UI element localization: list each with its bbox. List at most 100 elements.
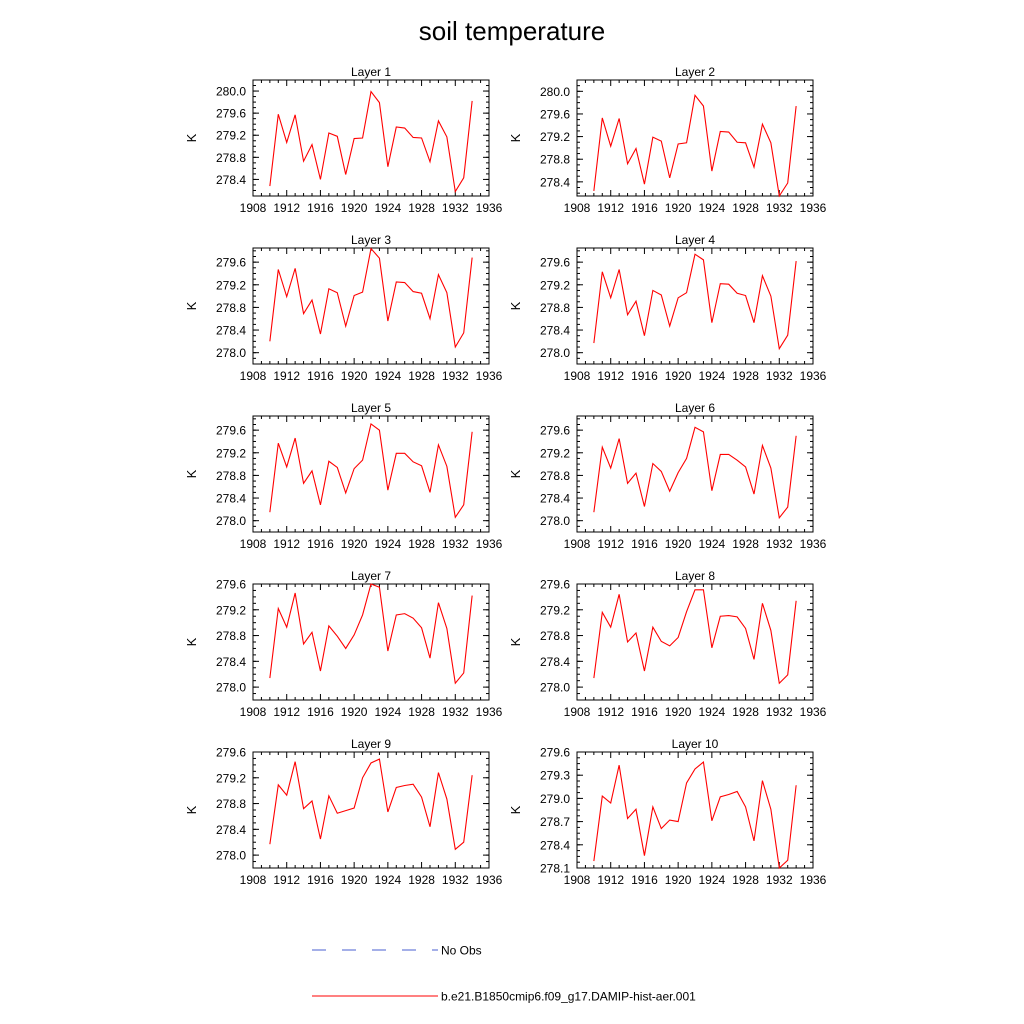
x-tick-label: 1912 bbox=[273, 369, 300, 383]
x-tick-label: 1908 bbox=[564, 369, 591, 383]
panel-title: Layer 1 bbox=[351, 65, 391, 79]
plot-frame bbox=[576, 415, 814, 533]
x-tick-label: 1912 bbox=[273, 705, 300, 719]
x-tick-label: 1936 bbox=[800, 201, 827, 215]
y-tick-label: 279.2 bbox=[216, 278, 246, 292]
x-tick-label: 1908 bbox=[240, 369, 267, 383]
x-tick-label: 1920 bbox=[341, 537, 368, 551]
x-tick-label: 1936 bbox=[476, 705, 503, 719]
panel-title: Layer 6 bbox=[675, 401, 715, 415]
x-tick-label: 1936 bbox=[800, 537, 827, 551]
y-tick-label: 279.2 bbox=[216, 129, 246, 143]
y-tick-label: 279.6 bbox=[216, 107, 246, 121]
y-tick-label: 278.4 bbox=[540, 492, 570, 506]
x-tick-label: 1924 bbox=[699, 537, 726, 551]
x-tick-label: 1908 bbox=[240, 537, 267, 551]
chart-panel: 1908 1912 1916 1920 1924 1928 1932 1936 278.0 278… bbox=[508, 401, 827, 551]
x-tick-label: 1924 bbox=[375, 705, 402, 719]
y-tick-label: 278.0 bbox=[216, 849, 246, 863]
y-tick-label: 278.8 bbox=[216, 151, 246, 165]
x-tick-label: 1924 bbox=[699, 873, 726, 887]
x-tick-label: 1924 bbox=[699, 201, 726, 215]
y-tick-label: 279.6 bbox=[540, 578, 570, 592]
x-tick-label: 1916 bbox=[631, 537, 658, 551]
y-tick-label: 279.6 bbox=[540, 424, 570, 438]
x-tick-label: 1916 bbox=[631, 201, 658, 215]
x-tick-label: 1916 bbox=[307, 873, 334, 887]
x-tick-label: 1916 bbox=[307, 369, 334, 383]
y-tick-label: 278.4 bbox=[216, 324, 246, 338]
x-tick-label: 1928 bbox=[408, 705, 435, 719]
x-tick-label: 1912 bbox=[597, 705, 624, 719]
x-tick-label: 1916 bbox=[631, 705, 658, 719]
x-tick-label: 1932 bbox=[442, 873, 469, 887]
chart-panel: 1908 1912 1916 1920 1924 1928 1932 1936 278.0 278… bbox=[184, 569, 503, 719]
x-tick-label: 1932 bbox=[442, 705, 469, 719]
series-line bbox=[593, 761, 797, 870]
series-line bbox=[269, 422, 473, 519]
y-axis-label: K bbox=[184, 805, 199, 814]
chart-panel: 1908 1912 1916 1920 1924 1928 1932 1936 278.0 278… bbox=[184, 737, 503, 887]
x-tick-label: 1916 bbox=[307, 537, 334, 551]
y-tick-label: 278.4 bbox=[540, 838, 570, 852]
x-tick-label: 1908 bbox=[240, 201, 267, 215]
x-tick-label: 1920 bbox=[341, 873, 368, 887]
x-tick-label: 1912 bbox=[597, 873, 624, 887]
x-tick-label: 1916 bbox=[307, 705, 334, 719]
chart-panel: 1908 1912 1916 1920 1924 1928 1932 1936 278.4 278… bbox=[184, 65, 503, 215]
x-tick-label: 1924 bbox=[375, 873, 402, 887]
y-tick-label: 278.1 bbox=[540, 862, 570, 876]
panel-title: Layer 4 bbox=[675, 233, 715, 247]
x-tick-label: 1912 bbox=[273, 537, 300, 551]
x-tick-label: 1932 bbox=[766, 873, 793, 887]
x-tick-label: 1908 bbox=[564, 537, 591, 551]
y-tick-label: 278.0 bbox=[216, 681, 246, 695]
panel-title: Layer 10 bbox=[672, 737, 719, 751]
x-tick-label: 1936 bbox=[476, 201, 503, 215]
series-line bbox=[593, 253, 797, 351]
chart-panel: 1908 1912 1916 1920 1924 1928 1932 1936 278.0 278… bbox=[508, 569, 827, 719]
x-tick-label: 1912 bbox=[597, 537, 624, 551]
x-tick-label: 1928 bbox=[732, 201, 759, 215]
y-tick-label: 278.4 bbox=[540, 175, 570, 189]
y-tick-label: 279.6 bbox=[216, 746, 246, 760]
y-tick-label: 280.0 bbox=[540, 85, 570, 99]
x-tick-label: 1912 bbox=[273, 873, 300, 887]
series-line bbox=[269, 90, 473, 194]
x-tick-label: 1920 bbox=[665, 873, 692, 887]
x-tick-label: 1924 bbox=[375, 369, 402, 383]
x-tick-label: 1912 bbox=[597, 369, 624, 383]
y-tick-label: 278.4 bbox=[540, 324, 570, 338]
y-tick-label: 279.6 bbox=[540, 256, 570, 270]
y-tick-label: 278.4 bbox=[216, 173, 246, 187]
y-tick-label: 278.4 bbox=[540, 655, 570, 669]
y-tick-label: 279.6 bbox=[540, 746, 570, 760]
y-axis-label: K bbox=[508, 133, 523, 142]
plot-frame bbox=[252, 583, 490, 701]
y-tick-label: 278.4 bbox=[216, 823, 246, 837]
x-tick-label: 1924 bbox=[375, 537, 402, 551]
x-tick-label: 1928 bbox=[408, 537, 435, 551]
chart-panel: 1908 1912 1916 1920 1924 1928 1932 1936 278.0 278… bbox=[508, 233, 827, 383]
chart-panel: 1908 1912 1916 1920 1924 1928 1932 1936 278.0 278… bbox=[184, 401, 503, 551]
y-tick-label: 278.7 bbox=[540, 815, 570, 829]
y-tick-label: 279.6 bbox=[216, 424, 246, 438]
x-tick-label: 1936 bbox=[476, 537, 503, 551]
x-tick-label: 1924 bbox=[699, 705, 726, 719]
figure-title: soil temperature bbox=[419, 16, 605, 46]
y-tick-label: 278.4 bbox=[216, 492, 246, 506]
x-tick-label: 1928 bbox=[408, 369, 435, 383]
y-axis-label: K bbox=[508, 301, 523, 310]
y-tick-label: 278.0 bbox=[216, 514, 246, 528]
series-line bbox=[269, 247, 473, 349]
x-tick-label: 1924 bbox=[375, 201, 402, 215]
y-axis-label: K bbox=[184, 133, 199, 142]
series-line bbox=[593, 589, 797, 685]
y-tick-label: 278.8 bbox=[216, 797, 246, 811]
y-tick-label: 280.0 bbox=[216, 85, 246, 99]
x-tick-label: 1932 bbox=[442, 201, 469, 215]
y-tick-label: 279.6 bbox=[216, 578, 246, 592]
chart-panel: 1908 1912 1916 1920 1924 1928 1932 1936 278.0 278… bbox=[184, 233, 503, 383]
x-tick-label: 1928 bbox=[408, 873, 435, 887]
legend-label-no-obs: No Obs bbox=[441, 944, 482, 958]
